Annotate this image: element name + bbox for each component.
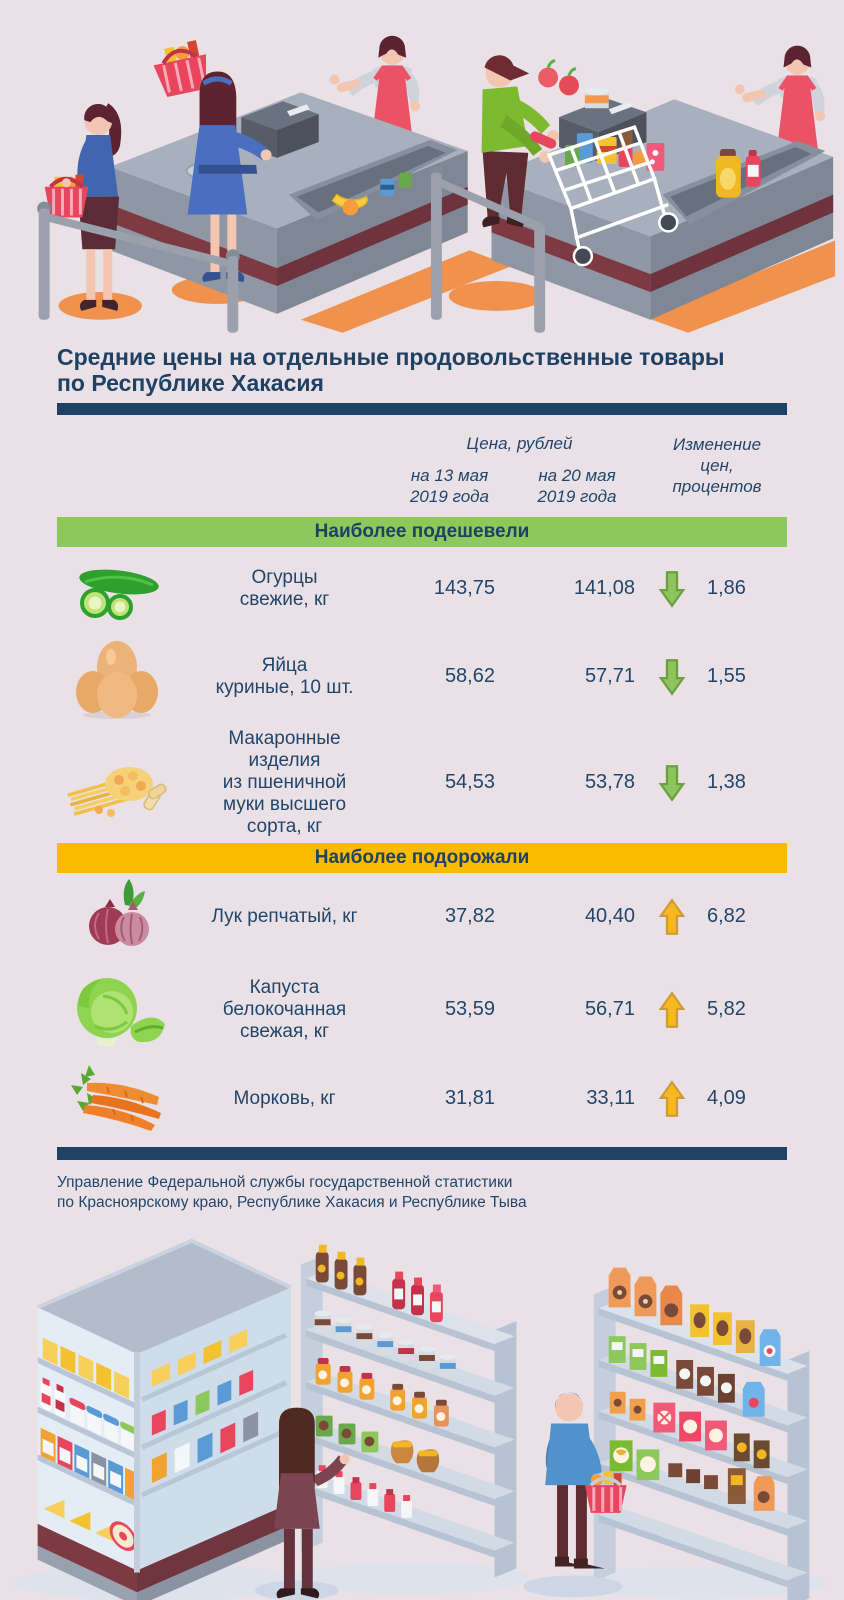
change-arrow-icon	[658, 658, 686, 696]
product-name: Огурцы свежие, кг	[239, 566, 330, 610]
title-underline	[57, 402, 787, 415]
floor-shadow	[290, 1562, 530, 1595]
column-header-may13: на 13 мая 2019 года	[409, 465, 490, 506]
customer-woman-counter	[187, 71, 272, 283]
man-with-cart	[481, 55, 560, 228]
change-percent: 1,86	[707, 577, 746, 600]
pasta-icon	[57, 748, 177, 818]
section-banner-pricier: Наиболее подорожали	[57, 842, 787, 873]
cheese-wedges	[43, 1499, 137, 1551]
table-row: Яйца куриные, 10 шт. 58,62 57,71 1,55	[57, 631, 787, 723]
price-may20: 33,11	[586, 1087, 635, 1110]
table-row: Макаронные изделия из пшеничной муки выс…	[57, 723, 787, 843]
price-table: Средние цены на отдельные продовольствен…	[0, 333, 844, 1213]
source-attribution: Управление Федеральной службы государств…	[57, 1173, 527, 1211]
cucumber-icon	[57, 558, 177, 620]
apples-on-counter	[538, 59, 579, 96]
carrot-icon	[57, 1063, 177, 1135]
change-percent: 1,55	[707, 665, 746, 688]
change-percent: 4,09	[707, 1087, 746, 1110]
orange-jars	[315, 1357, 449, 1427]
checkout-scene-illustration	[37, 0, 836, 333]
red-shopping-basket	[44, 174, 89, 218]
column-header-may20: на 20 мая 2019 года	[537, 465, 617, 506]
product-name: Лук репчатый, кг	[211, 905, 358, 927]
change-percent: 1,38	[707, 771, 746, 794]
shopping-cart	[530, 124, 679, 267]
price-may13: 58,62	[444, 665, 495, 688]
price-may13: 37,82	[444, 905, 495, 928]
change-arrow-icon	[658, 570, 686, 608]
product-name: Капуста белокочанная свежая, кг	[222, 976, 347, 1042]
price-may20: 40,40	[584, 905, 635, 928]
price-may20: 56,71	[584, 998, 635, 1021]
table-row: Капуста белокочанная свежая, кг 53,59 56…	[57, 961, 787, 1059]
canned-food	[314, 1310, 456, 1377]
footer-divider	[57, 1146, 787, 1160]
floor-mats	[58, 240, 836, 333]
product-name: Морковь, кг	[233, 1087, 336, 1109]
page-title: Средние цены на отдельные продовольствен…	[57, 343, 725, 396]
groceries-in-bin	[331, 172, 413, 216]
price-may20: 53,78	[584, 771, 635, 794]
change-percent: 6,82	[707, 905, 746, 928]
customer-woman-basket	[44, 103, 122, 311]
column-header-change: Изменение цен, процентов	[672, 434, 762, 496]
boxes-row4	[609, 1440, 775, 1511]
red-shopping-basket	[584, 1470, 627, 1513]
woman-shopper	[255, 1407, 350, 1600]
table-row: Лук репчатый, кг 37,82 40,40 6,82	[57, 873, 787, 961]
canned-goods-shelf	[300, 1244, 517, 1578]
price-may13: 54,53	[444, 771, 495, 794]
column-group-price: Цена, рублей	[466, 433, 573, 453]
queue-barrier-left	[37, 201, 240, 333]
milk-bottles-and-jars	[40, 1376, 136, 1451]
price-may20: 57,71	[584, 665, 635, 688]
can-on-counter	[584, 87, 609, 109]
change-percent: 5,82	[707, 998, 746, 1021]
table-row: Огурцы свежие, кг 143,75 141,08 1,86	[57, 547, 787, 631]
packaged-goods-shelf	[593, 1267, 810, 1600]
green-cans-honey-pots	[315, 1415, 440, 1472]
price-may20: 141,08	[573, 577, 635, 600]
table-row: Морковь, кг 31,81 33,11 4,09	[57, 1059, 787, 1139]
boxes-row3	[609, 1391, 770, 1468]
change-arrow-icon	[658, 897, 686, 936]
cash-register-left	[241, 101, 319, 158]
cabbage-icon	[57, 966, 177, 1054]
product-name: Яйца куриные, 10 шт.	[215, 654, 354, 698]
cookie-bags-cereal-boxes	[608, 1267, 781, 1366]
eggs-icon	[57, 635, 177, 719]
price-may13: 53,59	[444, 998, 495, 1021]
sauce-bottles	[315, 1244, 443, 1322]
change-arrow-icon	[658, 1079, 686, 1118]
product-name: Макаронные изделия из пшеничной муки выс…	[222, 727, 347, 837]
cheese-blocks	[42, 1337, 130, 1399]
onion-icon	[57, 877, 177, 957]
change-arrow-icon	[658, 764, 686, 802]
section-banner-cheaper: Наиболее подешевели	[57, 516, 787, 547]
price-may13: 143,75	[433, 577, 495, 600]
queue-barrier-right	[429, 165, 546, 333]
basket-on-counter	[153, 40, 207, 97]
change-arrow-icon	[658, 990, 686, 1029]
dairy-fridge	[36, 1238, 292, 1600]
price-may13: 31,81	[444, 1087, 495, 1110]
man-shopper	[523, 1392, 627, 1598]
groceries-in-bin-right	[715, 148, 761, 198]
store-shelves-illustration	[12, 1238, 828, 1600]
boxes-row2	[608, 1335, 765, 1417]
table-header: Цена, рублей на 13 мая 2019 года на 20 м…	[57, 434, 787, 507]
